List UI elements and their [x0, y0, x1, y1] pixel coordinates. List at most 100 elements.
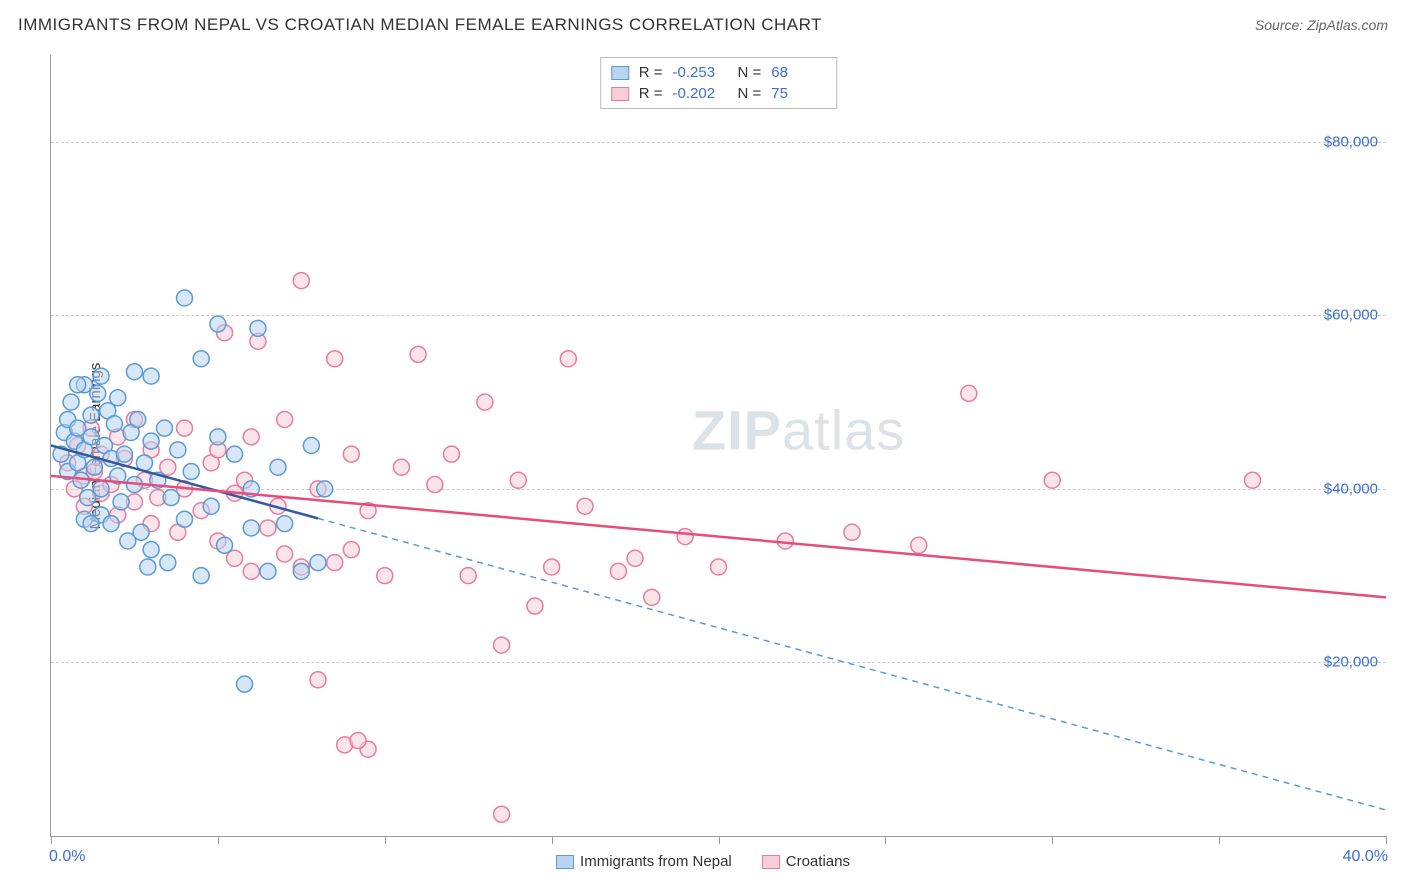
r-label: R = [639, 64, 663, 81]
n-value: 75 [771, 85, 826, 102]
nepal-point [293, 563, 309, 579]
nepal-point [193, 568, 209, 584]
nepal-point [133, 524, 149, 540]
nepal-point [203, 498, 219, 514]
croatians-point [494, 806, 510, 822]
croatians-point [844, 524, 860, 540]
nepal-point [130, 411, 146, 427]
nepal-point [83, 516, 99, 532]
nepal-point [303, 438, 319, 454]
croatians-point [711, 559, 727, 575]
croatians-point [410, 346, 426, 362]
legend-item-croatians: Croatians [762, 853, 850, 870]
nepal-point [116, 446, 132, 462]
x-axis-min-label: 0.0% [49, 848, 85, 866]
croatians-point [527, 598, 543, 614]
nepal-point [106, 416, 122, 432]
croatians-point [560, 351, 576, 367]
x-tick [885, 836, 886, 844]
croatians-point [343, 446, 359, 462]
croatians-point [911, 537, 927, 553]
croatians-point [444, 446, 460, 462]
croatians-point [677, 529, 693, 545]
croatians-point [243, 429, 259, 445]
nepal-point [193, 351, 209, 367]
croatians-point [293, 273, 309, 289]
r-value: -0.253 [673, 64, 728, 81]
croatians-point [477, 394, 493, 410]
chart-area: ZIPatlas R =-0.253N =68R =-0.202N =75 0.… [50, 55, 1386, 837]
nepal-point [140, 559, 156, 575]
chart-title: IMMIGRANTS FROM NEPAL VS CROATIAN MEDIAN… [18, 15, 822, 35]
legend-item-nepal: Immigrants from Nepal [556, 853, 732, 870]
nepal-point [143, 433, 159, 449]
nepal-point [103, 516, 119, 532]
scatter-plot [51, 55, 1386, 836]
nepal-point [160, 555, 176, 571]
croatians-point [510, 472, 526, 488]
n-label: N = [738, 64, 762, 81]
croatians-point [260, 520, 276, 536]
stats-row-croatians: R =-0.202N =75 [611, 83, 827, 104]
croatians-point [310, 672, 326, 688]
nepal-point [310, 555, 326, 571]
nepal-swatch-icon [556, 855, 574, 869]
nepal-point [156, 420, 172, 436]
nepal-point [143, 368, 159, 384]
nepal-point [86, 459, 102, 475]
croatians-point [277, 411, 293, 427]
x-tick [51, 836, 52, 844]
nepal-point [126, 364, 142, 380]
nepal-point [93, 368, 109, 384]
nepal-point [243, 520, 259, 536]
n-value: 68 [771, 64, 826, 81]
nepal-point [63, 394, 79, 410]
legend-label: Immigrants from Nepal [580, 853, 732, 870]
nepal-point [143, 542, 159, 558]
nepal-point [317, 481, 333, 497]
croatians-point [243, 563, 259, 579]
nepal-point [177, 511, 193, 527]
stats-legend: R = -0.253 N = 68R = -0.202 N = 75 [600, 57, 838, 109]
croatians-point [961, 385, 977, 401]
legend-label: Croatians [786, 853, 850, 870]
nepal-point [163, 490, 179, 506]
nepal-point [183, 464, 199, 480]
nepal-point [237, 676, 253, 692]
croatians-point [460, 568, 476, 584]
nepal-point [90, 385, 106, 401]
n-label: N = [738, 85, 762, 102]
x-tick [1386, 836, 1387, 844]
x-tick [552, 836, 553, 844]
x-tick [719, 836, 720, 844]
nepal-point [177, 290, 193, 306]
x-tick [218, 836, 219, 844]
nepal-point [277, 516, 293, 532]
bottom-legend: Immigrants from Nepal Croatians [556, 853, 850, 870]
croatians-point [577, 498, 593, 514]
nepal-point [210, 316, 226, 332]
croatians-swatch-icon [762, 855, 780, 869]
nepal-point [93, 481, 109, 497]
nepal-point [270, 459, 286, 475]
x-axis-max-label: 40.0% [1343, 848, 1388, 866]
croatians-point [343, 542, 359, 558]
croatians-point [610, 563, 626, 579]
croatians-point [377, 568, 393, 584]
croatians-point [1044, 472, 1060, 488]
croatians-swatch-icon [611, 87, 629, 101]
croatians-point [644, 589, 660, 605]
stats-row-nepal: R = -0.253 N = 68 [611, 62, 827, 83]
nepal-point [83, 407, 99, 423]
croatians-point [327, 555, 343, 571]
croatians-point [350, 733, 366, 749]
nepal-trend-extension [318, 518, 1386, 810]
source-label: Source: ZipAtlas.com [1255, 17, 1388, 33]
nepal-point [110, 390, 126, 406]
croatians-point [277, 546, 293, 562]
croatians-point [1245, 472, 1261, 488]
r-value: -0.202 [673, 85, 728, 102]
x-tick [1052, 836, 1053, 844]
croatians-point [427, 477, 443, 493]
nepal-point [210, 429, 226, 445]
